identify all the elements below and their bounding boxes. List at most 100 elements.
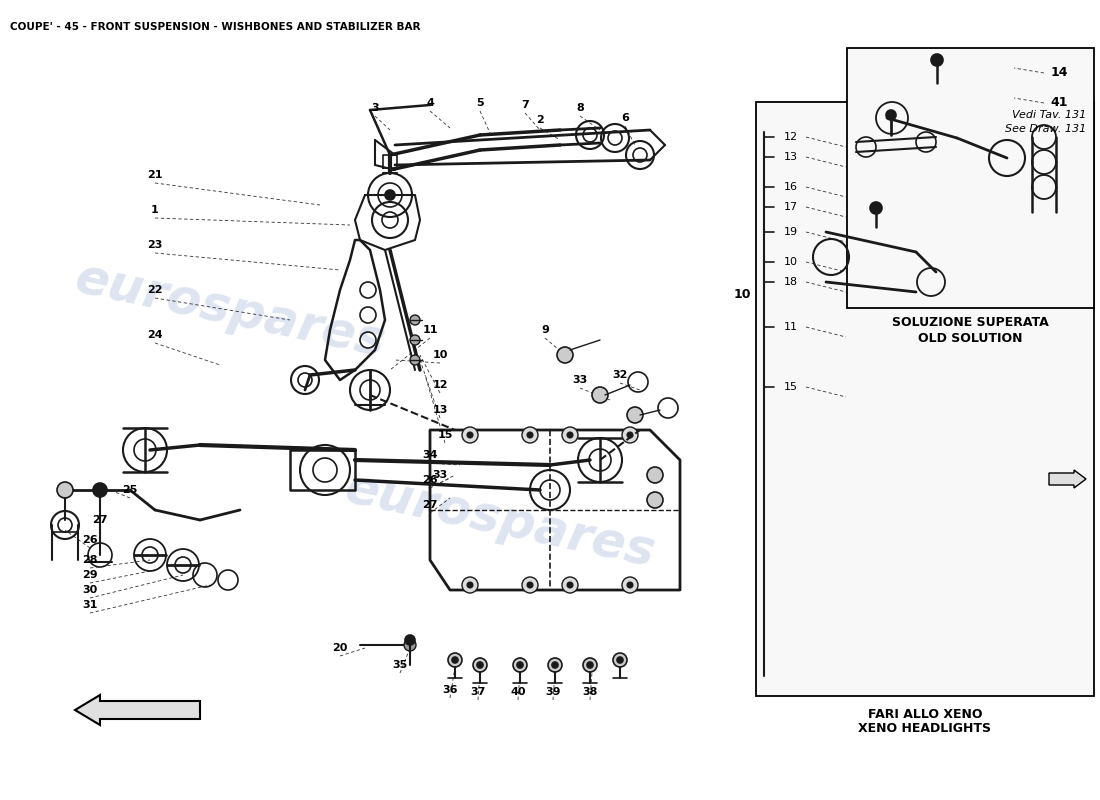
Circle shape xyxy=(57,482,73,498)
Circle shape xyxy=(410,315,420,325)
Text: 40: 40 xyxy=(510,687,526,697)
Circle shape xyxy=(647,492,663,508)
Circle shape xyxy=(410,355,420,365)
Circle shape xyxy=(627,432,632,438)
Bar xyxy=(847,48,1094,308)
Text: 31: 31 xyxy=(82,600,98,610)
Circle shape xyxy=(527,432,534,438)
Circle shape xyxy=(621,577,638,593)
Circle shape xyxy=(513,658,527,672)
Text: SOLUZIONE SUPERATA: SOLUZIONE SUPERATA xyxy=(892,317,1048,330)
Text: 39: 39 xyxy=(546,687,561,697)
Text: 14: 14 xyxy=(1050,66,1068,79)
Text: 12: 12 xyxy=(432,380,448,390)
Circle shape xyxy=(566,582,573,588)
Circle shape xyxy=(477,662,483,668)
Circle shape xyxy=(468,432,473,438)
Circle shape xyxy=(931,54,943,66)
Text: 10: 10 xyxy=(784,257,798,267)
Text: FARI ALLO XENO: FARI ALLO XENO xyxy=(868,707,982,721)
Circle shape xyxy=(617,657,623,663)
Text: 37: 37 xyxy=(471,687,486,697)
Text: 3: 3 xyxy=(371,103,378,113)
Text: 5: 5 xyxy=(476,98,484,108)
Circle shape xyxy=(548,658,562,672)
Circle shape xyxy=(522,427,538,443)
Text: 30: 30 xyxy=(82,585,98,595)
Circle shape xyxy=(552,662,558,668)
Bar xyxy=(756,102,1094,696)
Text: 10: 10 xyxy=(432,350,448,360)
Circle shape xyxy=(627,407,644,423)
Text: 27: 27 xyxy=(92,515,108,525)
Circle shape xyxy=(613,653,627,667)
Circle shape xyxy=(870,202,882,214)
Text: 36: 36 xyxy=(442,685,458,695)
Text: 34: 34 xyxy=(422,450,438,460)
Circle shape xyxy=(621,427,638,443)
Text: eurospares: eurospares xyxy=(341,464,660,576)
Text: 26: 26 xyxy=(82,535,98,545)
Circle shape xyxy=(448,653,462,667)
Text: OLD SOLUTION: OLD SOLUTION xyxy=(917,331,1022,345)
Text: 9: 9 xyxy=(541,325,549,335)
Circle shape xyxy=(452,657,458,663)
Text: 16: 16 xyxy=(784,182,798,192)
FancyArrow shape xyxy=(75,695,200,725)
Text: 33: 33 xyxy=(572,375,587,385)
Text: 38: 38 xyxy=(582,687,597,697)
FancyArrow shape xyxy=(1049,470,1086,488)
Text: 13: 13 xyxy=(784,152,798,162)
Text: 11: 11 xyxy=(422,325,438,335)
Text: 41: 41 xyxy=(1050,97,1068,110)
Text: 13: 13 xyxy=(432,405,448,415)
Text: 8: 8 xyxy=(576,103,584,113)
Circle shape xyxy=(517,662,522,668)
Text: 32: 32 xyxy=(613,370,628,380)
Circle shape xyxy=(404,639,416,651)
Text: 22: 22 xyxy=(147,285,163,295)
Text: 21: 21 xyxy=(147,170,163,180)
Circle shape xyxy=(587,662,593,668)
Text: 19: 19 xyxy=(784,227,799,237)
Text: 35: 35 xyxy=(393,660,408,670)
Circle shape xyxy=(592,387,608,403)
Text: 23: 23 xyxy=(147,240,163,250)
Text: See Draw. 131: See Draw. 131 xyxy=(1004,124,1086,134)
Circle shape xyxy=(627,582,632,588)
Text: 29: 29 xyxy=(82,570,98,580)
Text: 4: 4 xyxy=(426,98,433,108)
Text: 25: 25 xyxy=(122,485,138,495)
Circle shape xyxy=(583,658,597,672)
Circle shape xyxy=(562,577,578,593)
Text: 28: 28 xyxy=(82,555,98,565)
Text: Vedi Tav. 131: Vedi Tav. 131 xyxy=(1012,110,1086,120)
Text: XENO HEADLIGHTS: XENO HEADLIGHTS xyxy=(858,722,991,735)
Text: 24: 24 xyxy=(147,330,163,340)
Circle shape xyxy=(886,110,896,120)
Circle shape xyxy=(473,658,487,672)
Text: 15: 15 xyxy=(438,430,453,440)
Circle shape xyxy=(522,577,538,593)
Text: 15: 15 xyxy=(784,382,798,392)
Circle shape xyxy=(405,635,415,645)
Circle shape xyxy=(562,427,578,443)
Circle shape xyxy=(566,432,573,438)
Text: 33: 33 xyxy=(432,470,448,480)
Circle shape xyxy=(527,582,534,588)
Text: 12: 12 xyxy=(784,132,799,142)
Text: 26: 26 xyxy=(422,475,438,485)
Text: 27: 27 xyxy=(422,500,438,510)
Text: COUPE' - 45 - FRONT SUSPENSION - WISHBONES AND STABILIZER BAR: COUPE' - 45 - FRONT SUSPENSION - WISHBON… xyxy=(10,22,420,32)
Text: 11: 11 xyxy=(784,322,798,332)
Text: 6: 6 xyxy=(621,113,629,123)
Text: 2: 2 xyxy=(536,115,543,125)
Text: eurospares: eurospares xyxy=(70,254,389,366)
Circle shape xyxy=(462,577,478,593)
Text: 18: 18 xyxy=(784,277,799,287)
Text: 7: 7 xyxy=(521,100,529,110)
Text: 1: 1 xyxy=(151,205,158,215)
Text: 17: 17 xyxy=(784,202,799,212)
Circle shape xyxy=(557,347,573,363)
Circle shape xyxy=(462,427,478,443)
